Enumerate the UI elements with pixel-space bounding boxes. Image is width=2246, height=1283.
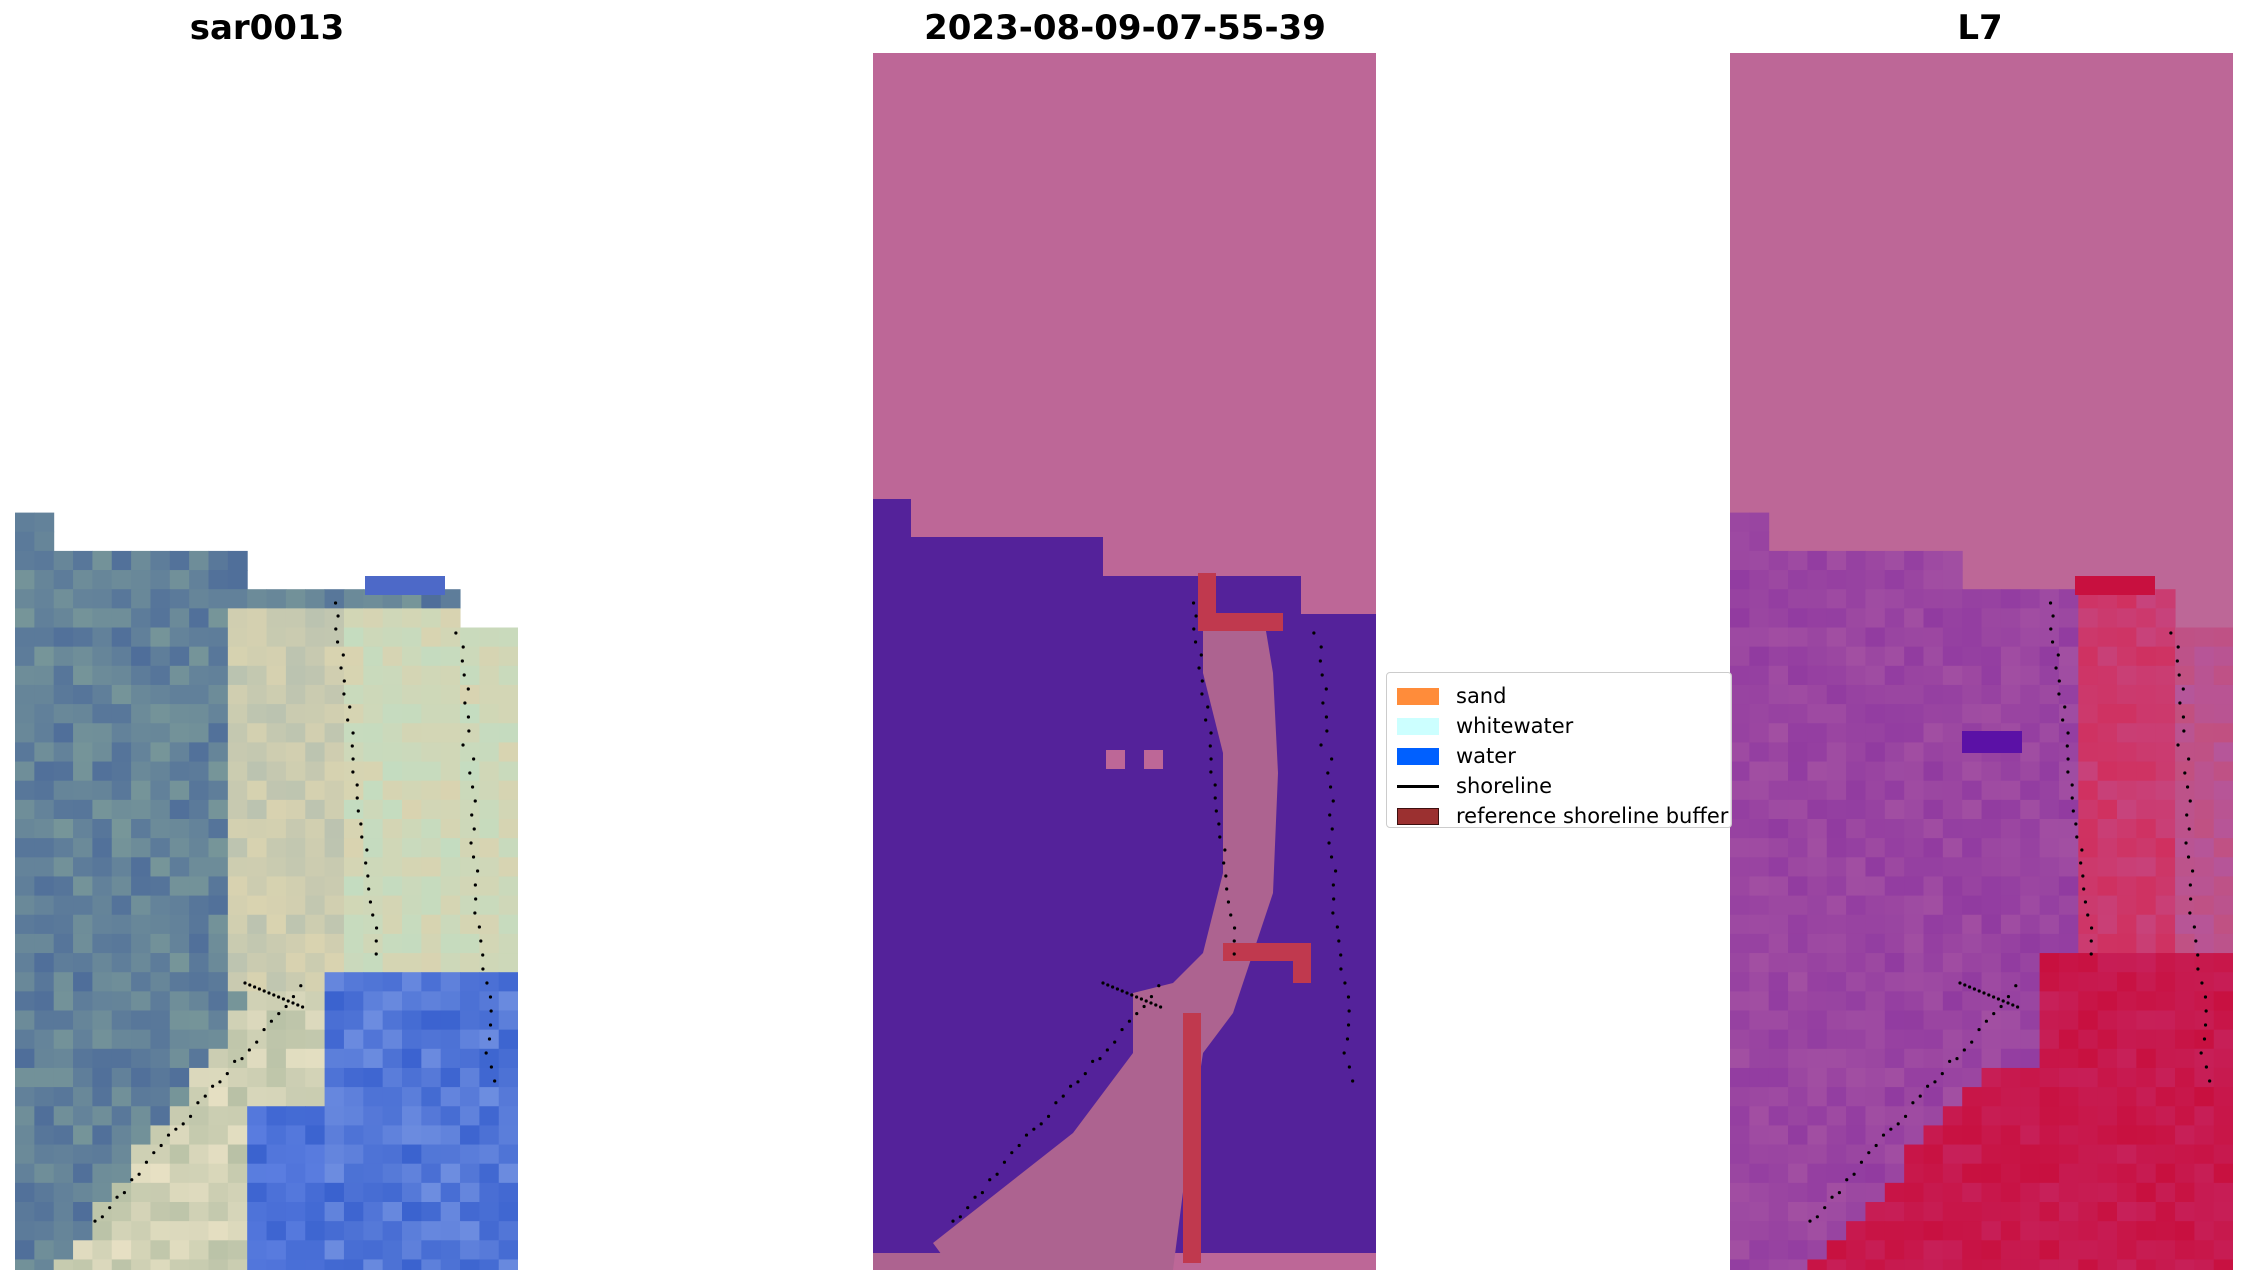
nodata-speck-1 xyxy=(1106,750,1125,769)
rgb-image-panel xyxy=(15,512,518,1270)
whitewater-swatch xyxy=(1397,717,1439,735)
panel-title-classification: 2023-08-09-07-55-39 xyxy=(924,8,1326,48)
panel-title-rgb: sar0013 xyxy=(189,8,345,48)
panel-title-index: L7 xyxy=(1957,8,2003,48)
legend-label: water xyxy=(1456,744,1516,768)
shoreline-trace xyxy=(951,601,1355,1223)
legend-label: sand xyxy=(1456,684,1507,708)
reference-buffer-top xyxy=(1198,613,1283,631)
shoreline-line-swatch xyxy=(1397,784,1439,788)
classification-panel xyxy=(873,53,1376,1270)
legend-item-sand: sand xyxy=(1397,683,1506,709)
index-map-panel xyxy=(1730,53,2233,1270)
legend-label: reference shoreline buffer xyxy=(1456,804,1729,828)
reference-buffer-mid xyxy=(1223,943,1308,961)
legend-item-water: water xyxy=(1397,743,1516,769)
reference-buffer-bottom xyxy=(1183,1013,1201,1263)
index-red-strip xyxy=(2075,576,2155,595)
legend: sand whitewater water shoreline referenc… xyxy=(1386,672,1732,828)
reference-buffer-top-left xyxy=(1198,573,1216,613)
legend-item-reference-buffer: reference shoreline buffer xyxy=(1397,803,1728,829)
rgb-water-strip xyxy=(365,576,445,595)
index-dark-patch xyxy=(1962,731,2022,753)
legend-item-whitewater: whitewater xyxy=(1397,713,1573,739)
nodata-speck-2 xyxy=(1144,750,1163,769)
reference-buffer-mid-right xyxy=(1293,943,1311,983)
reference-buffer-swatch xyxy=(1397,807,1439,825)
legend-label: whitewater xyxy=(1456,714,1574,738)
shoreline-trace xyxy=(1808,601,2212,1223)
sand-swatch xyxy=(1397,687,1439,705)
shoreline-trace xyxy=(93,601,497,1223)
sand-strip-bottom xyxy=(873,1253,973,1270)
legend-item-shoreline: shoreline xyxy=(1397,773,1552,799)
legend-label: shoreline xyxy=(1456,774,1553,798)
water-swatch xyxy=(1397,747,1439,765)
